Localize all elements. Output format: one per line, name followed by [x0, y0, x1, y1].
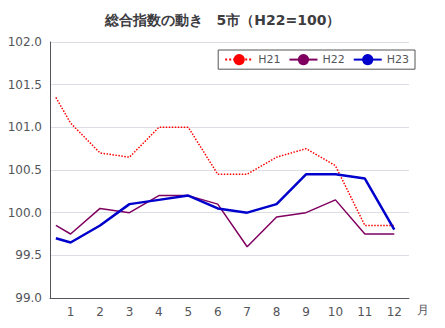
svg-text:10: 10 — [328, 305, 343, 319]
svg-text:12: 12 — [387, 305, 402, 319]
svg-text:100.5: 100.5 — [8, 163, 42, 177]
svg-text:101.0: 101.0 — [8, 120, 42, 134]
svg-text:8: 8 — [273, 305, 281, 319]
svg-text:99.0: 99.0 — [15, 291, 42, 305]
svg-text:H22: H22 — [322, 53, 344, 66]
svg-text:6: 6 — [214, 305, 222, 319]
svg-text:7: 7 — [243, 305, 251, 319]
svg-text:9: 9 — [302, 305, 310, 319]
svg-text:総合指数の動き 5市（H22=100）: 総合指数の動き 5市（H22=100） — [104, 12, 341, 28]
svg-text:102.0: 102.0 — [8, 35, 42, 49]
svg-text:101.5: 101.5 — [8, 78, 42, 92]
svg-text:11: 11 — [357, 305, 372, 319]
svg-text:99.5: 99.5 — [15, 248, 42, 262]
svg-text:5: 5 — [184, 305, 192, 319]
svg-text:100.0: 100.0 — [8, 206, 42, 220]
svg-text:H23: H23 — [387, 53, 409, 66]
svg-text:H21: H21 — [258, 53, 280, 66]
svg-text:4: 4 — [155, 305, 163, 319]
svg-text:1: 1 — [67, 305, 75, 319]
svg-text:2: 2 — [96, 305, 104, 319]
svg-text:3: 3 — [126, 305, 134, 319]
svg-text:月: 月 — [417, 303, 429, 317]
